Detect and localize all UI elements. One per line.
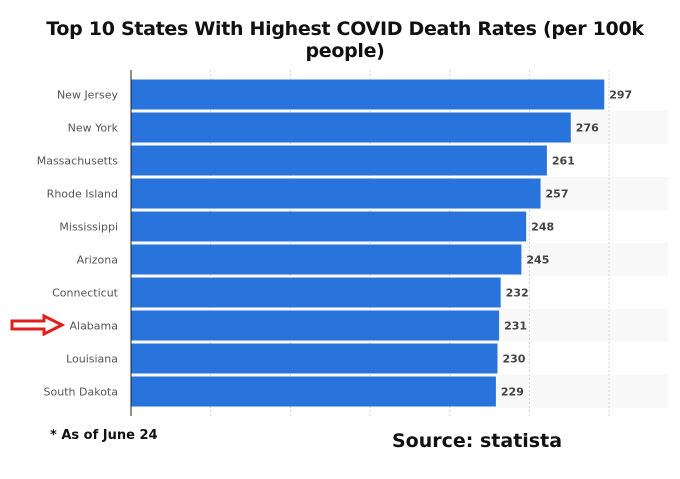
bar-louisiana [131, 343, 498, 374]
bar-new-york [131, 112, 571, 143]
data-label: 276 [576, 122, 599, 135]
category-label: New Jersey [57, 89, 119, 102]
category-label: Mississippi [59, 221, 118, 234]
bar-south-dakota [131, 376, 496, 407]
bar-arizona [131, 244, 522, 275]
data-label: 230 [502, 353, 525, 366]
data-label: 245 [526, 254, 549, 267]
source-label: Source: statista [392, 430, 563, 452]
bar-massachusetts [131, 145, 547, 176]
data-label: 248 [531, 221, 554, 234]
category-label: Rhode Island [47, 188, 118, 201]
bar-rhode-island [131, 178, 541, 209]
data-label: 231 [504, 320, 527, 333]
data-label: 232 [506, 287, 529, 300]
bar-mississippi [131, 211, 527, 242]
bar-new-jersey [131, 79, 605, 110]
category-label: Massachusetts [37, 155, 119, 168]
data-label: 297 [609, 89, 632, 102]
bar-connecticut [131, 277, 501, 308]
category-label: Louisiana [66, 353, 118, 366]
data-label: 257 [546, 188, 569, 201]
category-label: Arizona [77, 254, 118, 267]
category-label: New York [68, 122, 119, 135]
category-label: Alabama [69, 320, 118, 333]
data-label: 261 [552, 155, 575, 168]
category-label: South Dakota [44, 386, 118, 399]
bar-alabama [131, 310, 500, 341]
highlight-arrow-icon [10, 314, 66, 336]
category-label: Connecticut [52, 287, 119, 300]
data-label: 229 [501, 386, 524, 399]
footnote: * As of June 24 [50, 428, 158, 443]
chart-title: Top 10 States With Highest COVID Death R… [46, 18, 644, 62]
